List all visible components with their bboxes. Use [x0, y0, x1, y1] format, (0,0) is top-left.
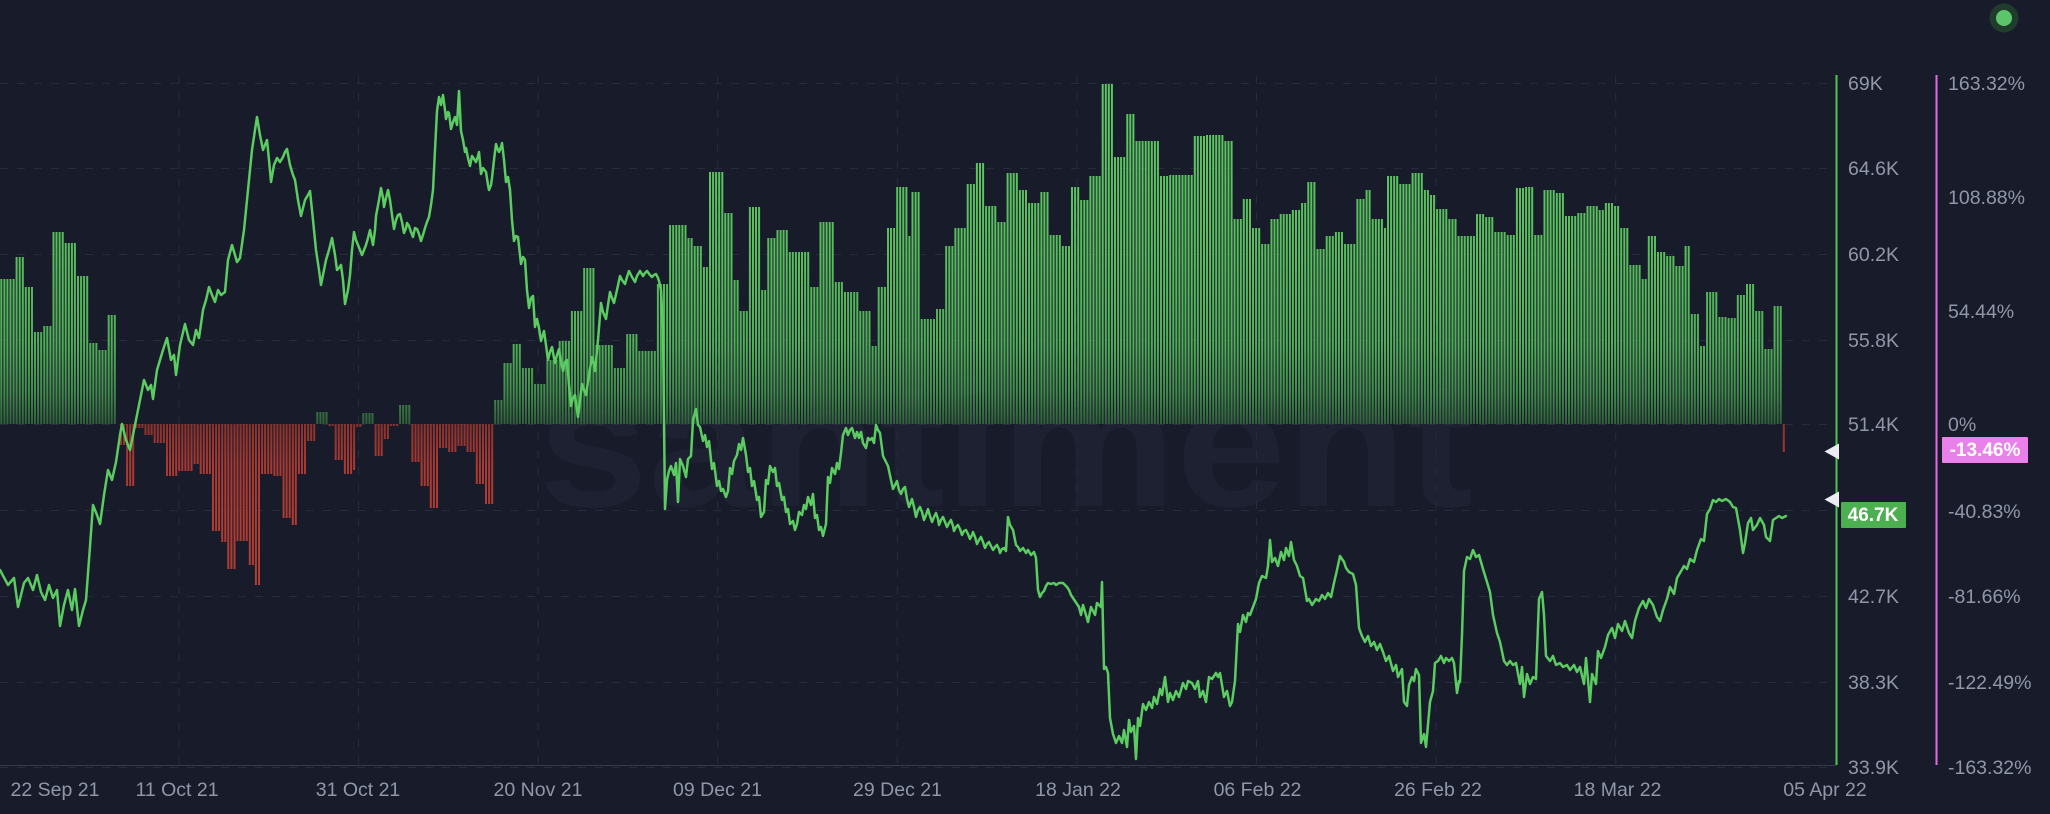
svg-text:64.6K: 64.6K	[1848, 158, 1899, 180]
svg-text:69K: 69K	[1848, 73, 1883, 95]
svg-text:51.4K: 51.4K	[1848, 414, 1899, 436]
svg-text:55.8K: 55.8K	[1848, 330, 1899, 352]
svg-text:163.32%: 163.32%	[1948, 73, 2025, 95]
svg-text:-13.46%: -13.46%	[1950, 440, 2021, 461]
svg-text:22 Sep 21: 22 Sep 21	[11, 779, 100, 801]
svg-text:20 Nov 21: 20 Nov 21	[494, 779, 583, 801]
svg-text:31 Oct 21: 31 Oct 21	[316, 779, 401, 801]
svg-text:-40.83%: -40.83%	[1948, 501, 2021, 523]
svg-text:05 Apr 22: 05 Apr 22	[1783, 779, 1866, 801]
svg-text:11 Oct 21: 11 Oct 21	[135, 779, 218, 801]
svg-text:18 Jan 22: 18 Jan 22	[1035, 779, 1121, 801]
svg-text:29 Dec 21: 29 Dec 21	[853, 779, 942, 801]
svg-text:06 Feb 22: 06 Feb 22	[1214, 779, 1302, 801]
svg-text:46.7K: 46.7K	[1848, 505, 1899, 526]
svg-text:33.9K: 33.9K	[1848, 757, 1899, 779]
svg-text:60.2K: 60.2K	[1848, 244, 1899, 266]
svg-text:18 Mar 22: 18 Mar 22	[1574, 779, 1662, 801]
svg-text:0%: 0%	[1948, 414, 1976, 436]
svg-text:-81.66%: -81.66%	[1948, 586, 2021, 608]
svg-text:09 Dec 21: 09 Dec 21	[673, 779, 762, 801]
svg-text:38.3K: 38.3K	[1848, 672, 1899, 694]
svg-text:-163.32%: -163.32%	[1948, 757, 2031, 779]
svg-text:-122.49%: -122.49%	[1948, 672, 2031, 694]
svg-text:108.88%: 108.88%	[1948, 187, 2025, 209]
svg-text:42.7K: 42.7K	[1848, 586, 1899, 608]
svg-text:26 Feb 22: 26 Feb 22	[1394, 779, 1482, 801]
svg-text:54.44%: 54.44%	[1948, 301, 2014, 323]
